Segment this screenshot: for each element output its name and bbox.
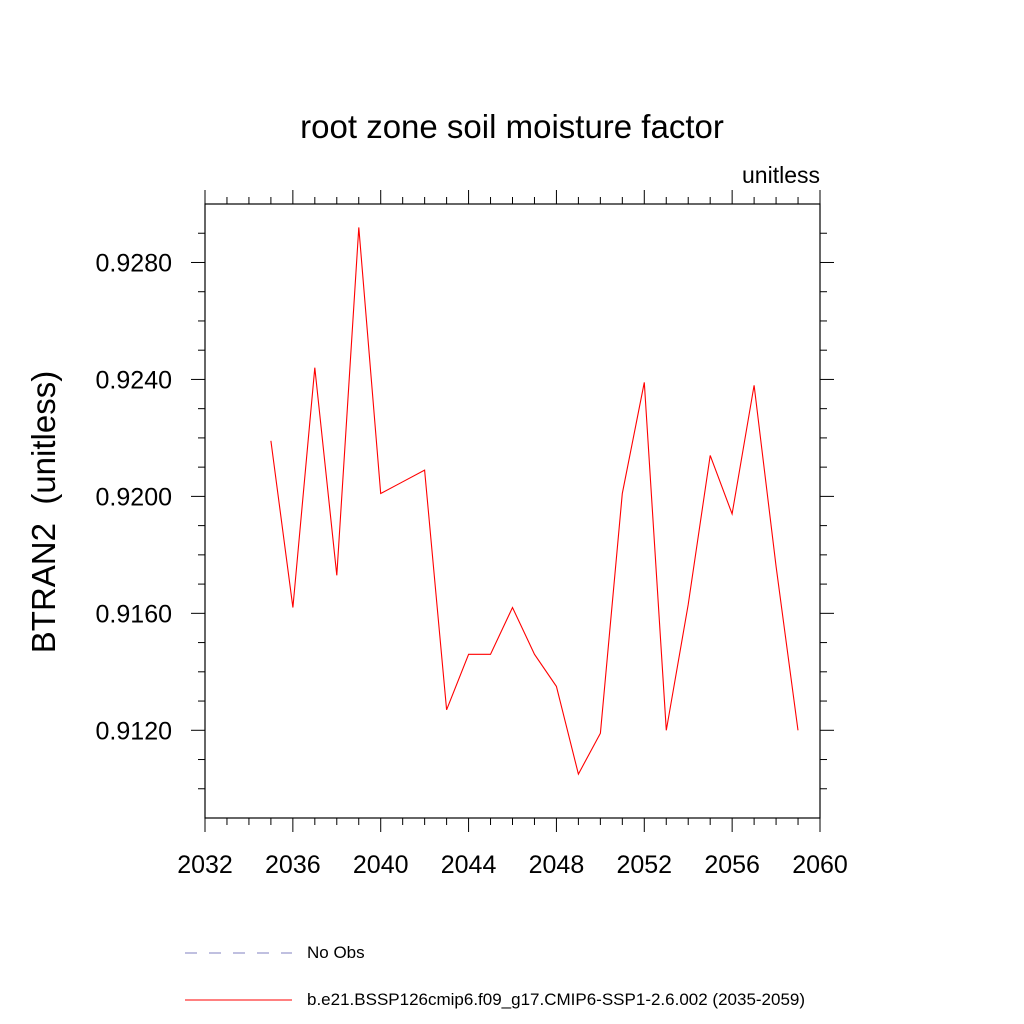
x-tick-label: 2048: [529, 851, 585, 879]
series-group: [270, 227, 799, 776]
legend-lines: [185, 952, 292, 1001]
plot-frame: [204, 203, 821, 819]
x-tick-label: 2040: [353, 851, 409, 879]
legend-label-model: b.e21.BSSP126cmip6.f09_g17.CMIP6-SSP1-2.…: [307, 990, 806, 1009]
y-tick-label: 0.9160: [96, 600, 172, 628]
axis-ticks: 2032 2036 2040 2044 2048 2052 2056 2060 0.9120 0.…: [96, 190, 848, 879]
y-tick-label: 0.9200: [96, 483, 172, 511]
x-tick-label: 2056: [704, 851, 760, 879]
y-tick-label: 0.9240: [96, 366, 172, 394]
legend-label-no-obs: No Obs: [307, 943, 365, 962]
x-tick-label: 2044: [441, 851, 497, 879]
y-axis-label: BTRAN2 (unitless): [25, 370, 62, 654]
y-tick-label: 0.9120: [96, 717, 172, 745]
series-line: [270, 227, 799, 776]
y-tick-label: 0.9280: [96, 249, 172, 277]
x-tick-label: 2036: [265, 851, 321, 879]
x-tick-label: 2032: [177, 851, 233, 879]
units-label: unitless: [742, 162, 820, 188]
chart-title: root zone soil moisture factor: [300, 108, 724, 145]
x-tick-label: 2060: [792, 851, 848, 879]
x-tick-label: 2052: [616, 851, 672, 879]
